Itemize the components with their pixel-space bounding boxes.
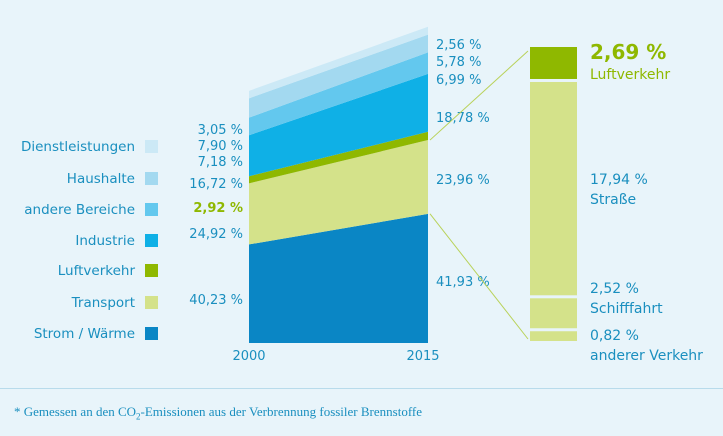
- breakdown-name-anderer-verkehr: anderer Verkehr: [590, 348, 703, 364]
- legend-label-haushalte: Haushalte: [67, 171, 135, 187]
- legend-swatch-transport: [145, 296, 158, 309]
- label-2000-strom-waerme: 40,23 %: [189, 293, 243, 308]
- legend-swatch-strom-waerme: [145, 327, 158, 340]
- legend-label-strom-waerme: Strom / Wärme: [34, 326, 135, 342]
- emissions-chart: 40,23 % 41,93 % 24,92 % 23,96 % 2,92 % 16,72 …: [21, 26, 703, 364]
- legend-label-luftverkehr: Luftverkehr: [58, 263, 136, 279]
- footer-divider: [0, 388, 723, 389]
- breakdown-bar-luftverkehr: [530, 47, 577, 79]
- breakdown-bar-anderer-verkehr: [530, 331, 577, 341]
- breakdown-name-schifffahrt: Schifffahrt: [590, 301, 663, 317]
- connector-bottom: [429, 213, 529, 340]
- legend-label-andere-bereiche: andere Bereiche: [24, 202, 135, 218]
- label-2000-industrie: 16,72 %: [189, 177, 243, 192]
- connector-top: [429, 50, 529, 141]
- legend-swatch-industrie: [145, 234, 158, 247]
- footnote-prefix: * Gemessen an den CO: [14, 404, 137, 419]
- legend-swatch-haushalte: [145, 172, 158, 185]
- breakdown-name-strasse: Straße: [590, 192, 636, 208]
- label-2000-luftverkehr: 2,92 %: [193, 201, 243, 216]
- legend-label-industrie: Industrie: [75, 233, 135, 249]
- area-luftverkehr: [249, 131, 428, 184]
- breakdown-value-anderer-verkehr: 0,82 %: [590, 328, 639, 344]
- area-haushalte: [249, 34, 428, 118]
- label-2015-strom-waerme: 41,93 %: [436, 275, 490, 290]
- x-tick-2000: 2000: [232, 349, 265, 364]
- breakdown-name-luftverkehr: Luftverkehr: [590, 67, 670, 83]
- area-andere-bereiche: [249, 52, 428, 136]
- breakdown-value-luftverkehr: 2,69 %: [590, 40, 666, 64]
- footnote-subscript: 2: [136, 411, 141, 422]
- label-2015-industrie: 18,78 %: [436, 111, 490, 126]
- label-2000-andere-bereiche: 7,18 %: [198, 155, 243, 170]
- footnote: * Gemessen an den CO2-Emissionen aus der…: [14, 404, 422, 422]
- legend-swatch-dienstleistungen: [145, 140, 158, 153]
- x-tick-2015: 2015: [406, 349, 439, 364]
- breakdown-value-schifffahrt: 2,52 %: [590, 281, 639, 297]
- label-2015-transport: 23,96 %: [436, 173, 490, 188]
- breakdown-bar-schifffahrt: [530, 298, 577, 329]
- label-2000-haushalte: 7,90 %: [198, 139, 243, 154]
- label-2000-transport: 24,92 %: [189, 227, 243, 242]
- label-2000-dienstleistungen: 3,05 %: [198, 123, 243, 138]
- area-industrie: [249, 73, 428, 177]
- breakdown-bar-strasse: [530, 81, 577, 296]
- area-dienstleistungen: [249, 26, 428, 99]
- legend-label-dienstleistungen: Dienstleistungen: [21, 139, 135, 155]
- area-strom-waerme: [249, 213, 428, 343]
- area-transport: [249, 140, 428, 245]
- label-2015-andere-bereiche: 6,99 %: [436, 73, 481, 88]
- legend-label-transport: Transport: [71, 295, 135, 311]
- breakdown-value-strasse: 17,94 %: [590, 172, 648, 188]
- footnote-suffix: -Emissionen aus der Verbrennung fossiler…: [140, 404, 423, 419]
- label-2015-haushalte: 5,78 %: [436, 55, 481, 70]
- legend-swatch-luftverkehr: [145, 264, 158, 277]
- label-2015-dienstleistungen: 2,56 %: [436, 38, 481, 53]
- legend-swatch-andere-bereiche: [145, 203, 158, 216]
